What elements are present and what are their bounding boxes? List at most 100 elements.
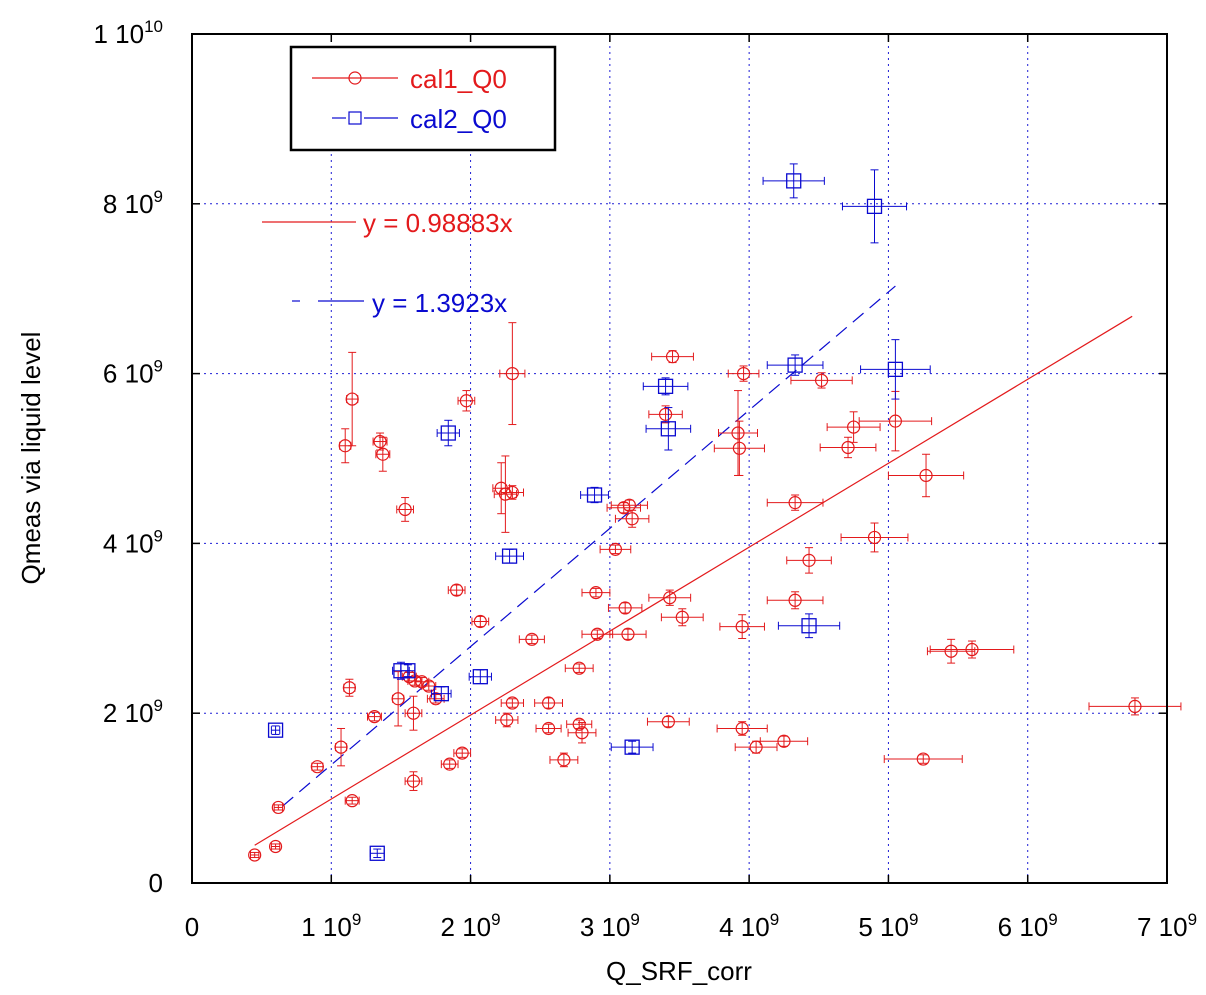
data-point-cal1-q0 [421,679,437,693]
circle-marker [398,502,412,517]
circle-marker [732,441,746,455]
circle-marker [473,614,487,629]
circle-marker [541,696,556,710]
data-point-cal1-q0 [610,498,648,512]
x-tick-label: 3 109 [580,910,640,942]
data-point-cal1-q0 [534,696,563,710]
circle-marker [788,496,802,510]
circle-marker [310,760,324,774]
x-tick-label: 5 109 [858,910,918,942]
circle-marker [505,696,519,710]
square-marker [786,173,802,189]
data-point-cal2-q0 [580,486,609,504]
circle-marker [589,586,603,600]
circle-marker [443,757,457,771]
data-point-cal1-q0 [840,522,909,553]
data-point-cal2-q0 [766,354,824,376]
data-point-cal1-q0 [651,350,694,364]
data-point-cal2-q0 [431,686,452,702]
x-tick-label: 2 109 [441,910,501,942]
square-marker [660,421,677,437]
data-point-cal1-q0 [268,839,283,854]
circle-marker [557,753,571,767]
data-point-cal1-q0 [500,696,524,710]
data-point-cal1-q0 [248,848,262,862]
circle-marker [500,713,514,727]
data-point-cal2-q0 [645,407,692,451]
circle-marker [248,848,262,862]
data-point-cal2-q0 [436,419,460,447]
data-point-cal1-q0 [727,365,760,382]
data-point-cal1-q0 [826,411,881,443]
square-marker [866,198,883,214]
circle-marker [847,420,861,434]
circle-marker [736,367,751,381]
data-point-cal1-q0 [648,405,683,424]
square-marker [586,487,603,503]
data-point-cal2-q0 [369,845,385,861]
circle-marker [621,627,635,641]
fit-annotations: y = 0.98883x y = 1.3923x [262,208,513,318]
circle-marker [622,498,636,512]
square-marker [440,425,456,441]
axis-ticks: 0 1 109 2 109 3 109 4 109 5 109 6 109 7 109 0 2 1… [93,17,1197,942]
data-point-cal1-q0 [518,632,545,646]
data-point-cal1-q0 [786,547,832,574]
circle-marker [345,794,359,808]
circle-marker [919,468,933,483]
data-point-cal1-q0 [599,542,632,556]
legend-marker-cal1 [348,71,362,85]
data-point-cal1-q0 [716,721,768,736]
circle-marker [788,593,802,607]
y-tick-label: 8 109 [103,187,163,219]
circle-marker [1128,699,1142,714]
circle-marker [271,800,285,815]
fit-annotation-red: y = 0.98883x [363,208,513,238]
plot-frame [191,33,1168,884]
data-point-cal1-q0 [1088,697,1182,716]
square-marker [433,686,449,702]
data-point-cal1-q0 [447,583,466,597]
data-point-cal1-q0 [567,722,597,744]
circle-marker [675,610,689,624]
data-point-cal1-q0 [396,497,414,522]
data-point-cal1-q0 [457,390,476,412]
square-marker [501,548,518,564]
data-point-cal1-q0 [581,627,614,641]
fit-annotation-blue: y = 1.3923x [372,288,507,318]
data-point-cal1-q0 [500,485,524,500]
circle-marker [663,591,677,605]
data-point-cal1-q0 [766,494,824,511]
data-point-cal1-q0 [646,715,690,729]
circle-marker [498,487,512,501]
legend-label-cal1: cal1_Q0 [410,64,507,94]
data-point-cal1-q0 [344,794,360,808]
circle-marker [749,740,763,754]
circle-marker [575,726,589,740]
circle-marker [572,717,586,731]
circle-marker [541,721,556,736]
data-point-cal1-q0 [660,608,704,627]
circle-marker [777,734,791,748]
data-point-cal1-q0 [648,589,692,606]
circle-marker [590,627,604,641]
circle-marker [376,447,390,461]
circle-marker [944,644,958,658]
x-tick-label: 1 109 [301,910,361,942]
y-tick-label: 1 1010 [93,17,163,49]
data-point-cal1-q0 [926,638,976,664]
circle-marker [618,601,632,615]
data-point-cal1-q0 [883,752,963,766]
data-point-cal2-q0 [642,377,689,396]
data-point-cal1-q0 [471,614,490,629]
data-point-cal2-q0 [841,169,908,244]
x-tick-label: 0 [185,912,199,942]
y-axis-title: Qmeas via liquid level [16,332,46,585]
circle-marker [867,530,882,545]
data-point-cal1-q0 [759,734,809,748]
data-point-cal1-q0 [929,640,1015,659]
data-point-cal1-q0 [790,372,853,389]
circle-marker [916,752,930,766]
y-tick-label: 6 109 [103,357,163,389]
